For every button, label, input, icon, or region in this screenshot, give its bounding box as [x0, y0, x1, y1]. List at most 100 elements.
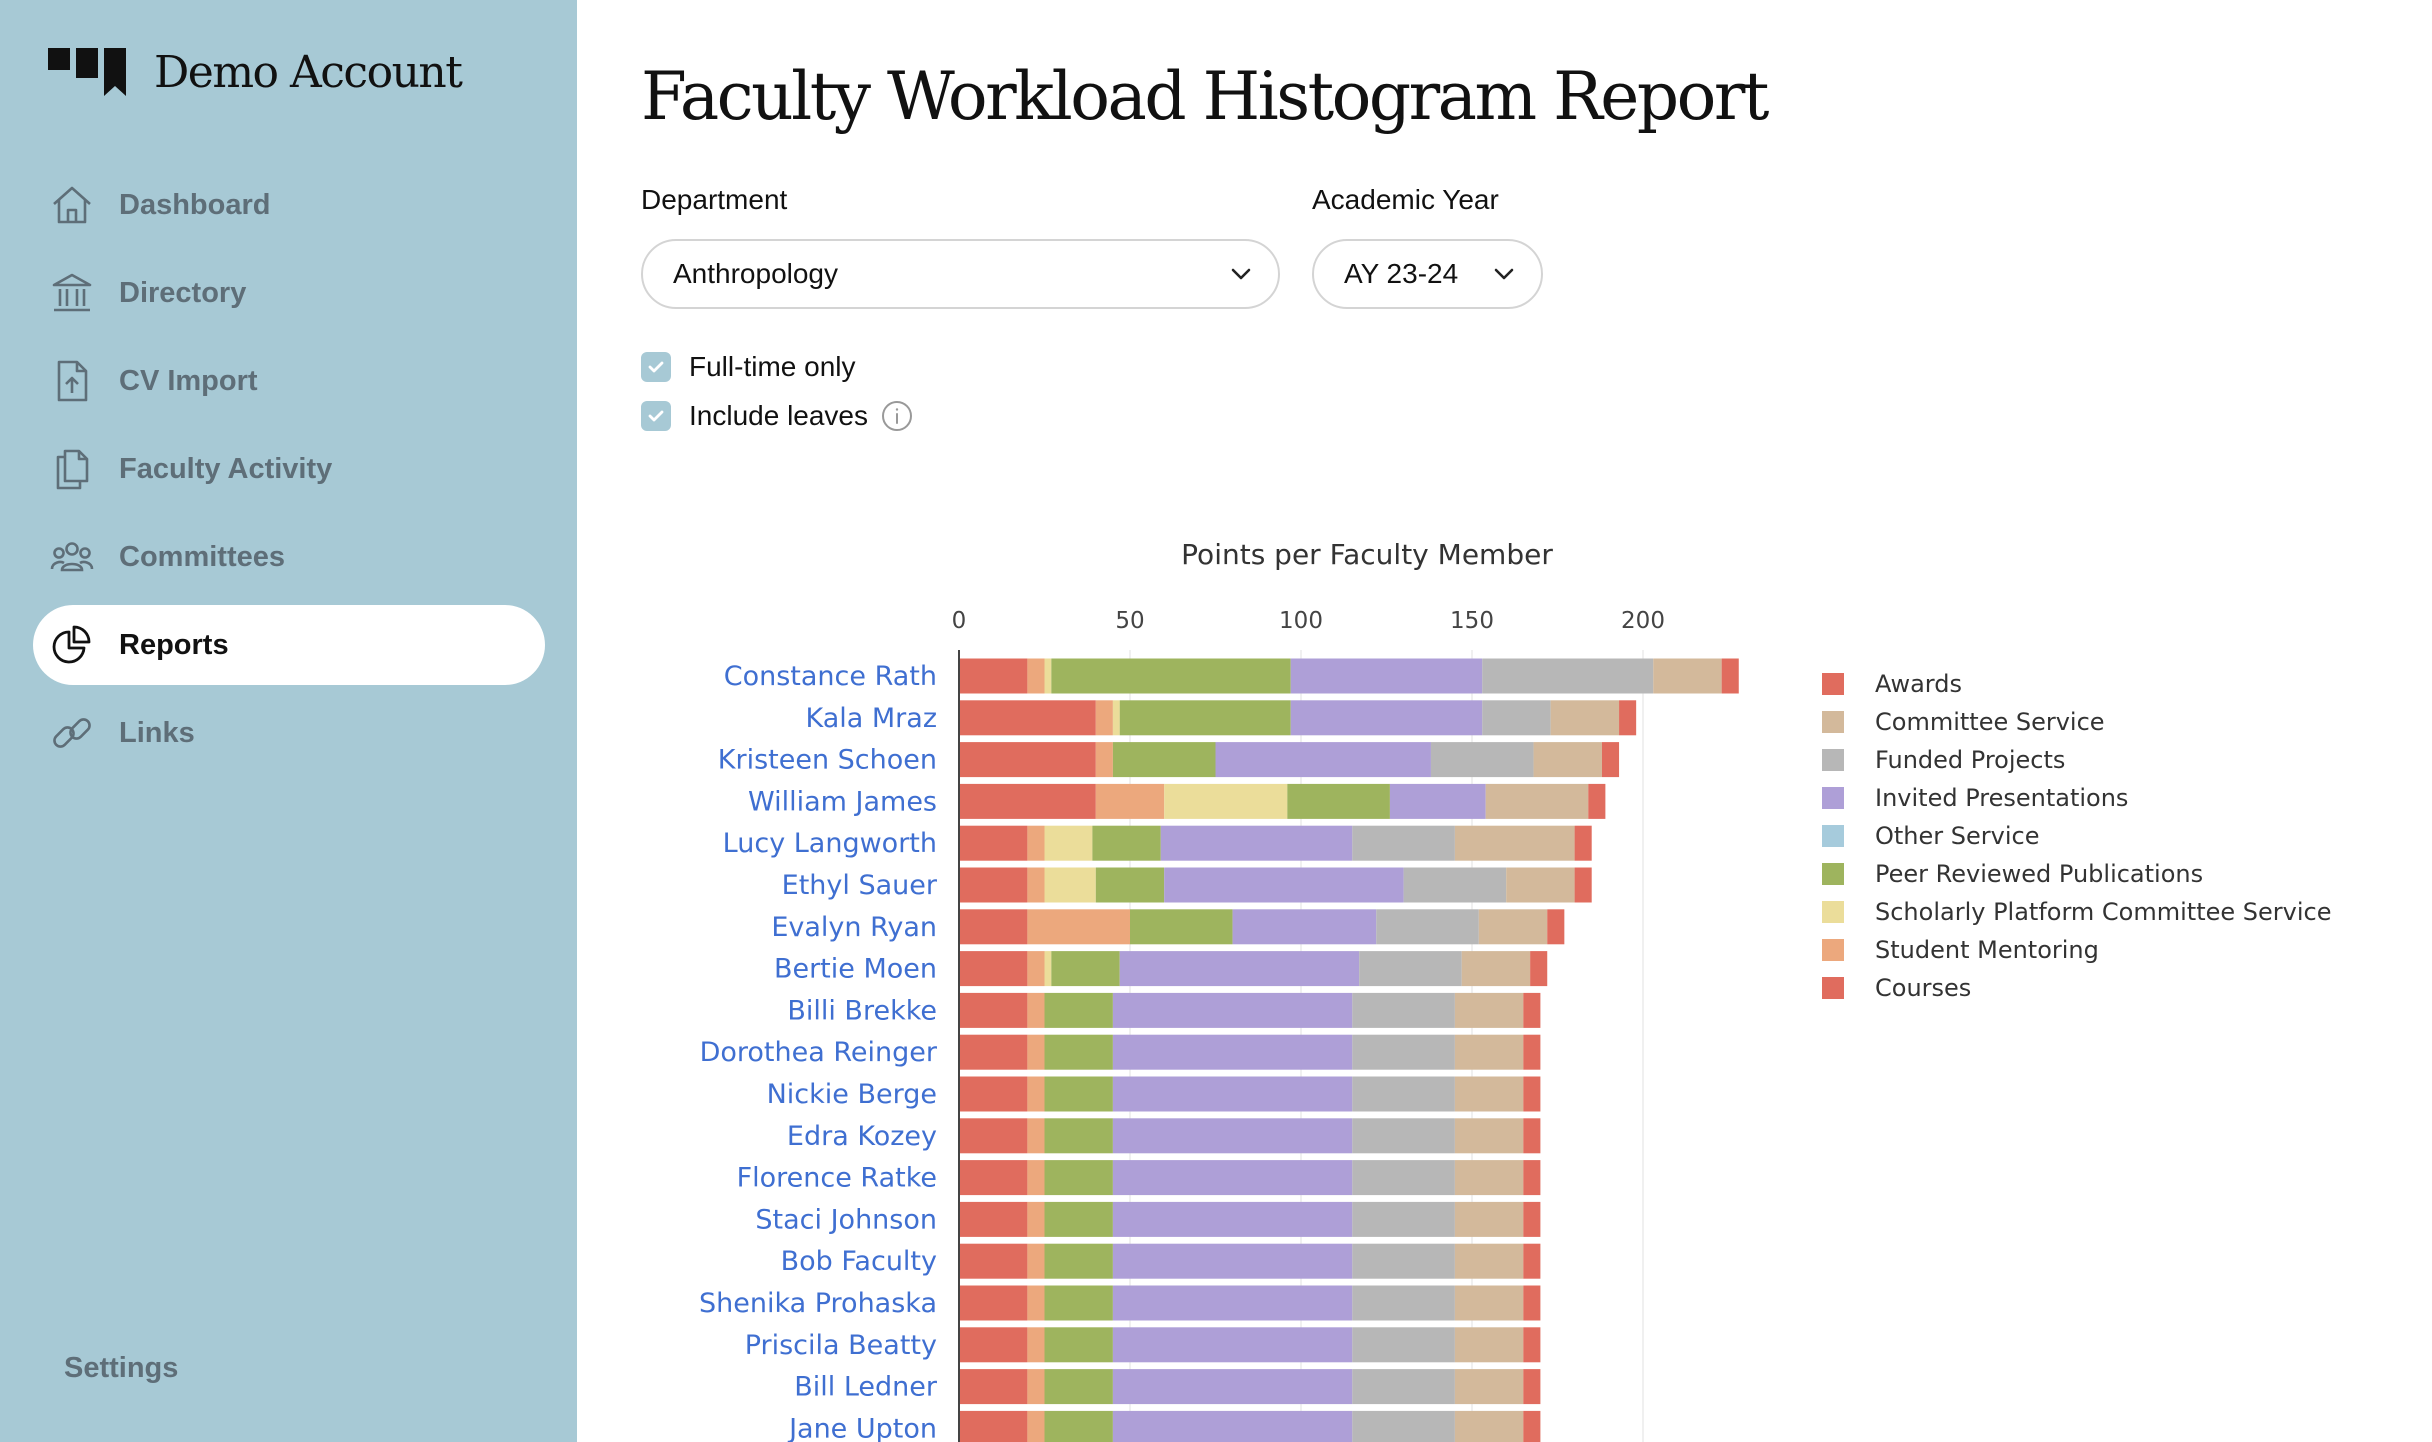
bar-segment: [1454, 1118, 1524, 1154]
sidebar-item-committees[interactable]: Committees: [33, 517, 545, 597]
faculty-name-label[interactable]: Bertie Moen: [774, 954, 937, 985]
bar-segment: [1044, 1076, 1113, 1112]
year-select-value: AY 23-24: [1344, 258, 1459, 289]
department-select[interactable]: Anthropology: [641, 239, 1280, 309]
bar-segment: [1044, 825, 1093, 861]
sidebar-item-faculty-activity[interactable]: Faculty Activity: [33, 429, 545, 509]
sidebar-item-directory[interactable]: Directory: [33, 253, 545, 333]
bar-segment: [1095, 783, 1165, 819]
faculty-name-label[interactable]: Kristeen Schoen: [718, 745, 937, 776]
bar-segment: [1352, 1160, 1455, 1196]
legend-entry: Student Mentoring: [1875, 936, 2099, 964]
sidebar-item-label: Directory: [119, 276, 247, 309]
fulltime-checkbox[interactable]: [641, 352, 671, 382]
legend-entry: Peer Reviewed Publications: [1875, 860, 2203, 888]
faculty-name-label[interactable]: Billi Brekke: [787, 995, 937, 1026]
sidebar-item-links[interactable]: Links: [33, 693, 545, 773]
bar-segment: [1533, 742, 1602, 778]
bar-segment: [1095, 867, 1165, 903]
brand[interactable]: Demo Account: [48, 44, 463, 100]
bar-segment: [959, 1201, 1028, 1237]
bar-segment: [1454, 1327, 1524, 1363]
faculty-name-label[interactable]: Kala Mraz: [805, 703, 937, 734]
legend-swatch: [1822, 673, 1844, 695]
bar-segment: [1112, 992, 1353, 1028]
bar-segment: [959, 992, 1028, 1028]
bar-segment: [1164, 783, 1288, 819]
bar-segment: [1403, 867, 1507, 903]
faculty-name-label[interactable]: William James: [748, 786, 937, 817]
bar-segment: [1550, 700, 1620, 736]
department-select-value: Anthropology: [673, 258, 839, 289]
bar-segment: [1523, 1327, 1541, 1363]
bar-segment: [1547, 909, 1565, 945]
bar-segment: [1095, 700, 1113, 736]
faculty-name-label[interactable]: Jane Upton: [787, 1413, 937, 1442]
brand-logo-icon: [48, 48, 126, 96]
bar-segment: [1352, 1201, 1455, 1237]
bar-segment: [1027, 1160, 1045, 1196]
bar-segment: [1290, 700, 1483, 736]
bar-segment: [1027, 1285, 1045, 1321]
bar-segment: [1027, 1327, 1045, 1363]
sidebar-item-label: Dashboard: [119, 188, 271, 221]
bar-segment: [1095, 742, 1113, 778]
bar-segment: [1454, 1285, 1524, 1321]
year-label: Academic Year: [1312, 184, 1499, 215]
bar-segment: [1051, 658, 1291, 694]
leaves-checkbox[interactable]: [641, 401, 671, 431]
bar-segment: [1027, 867, 1045, 903]
bar-segment: [1478, 909, 1548, 945]
bar-segment: [1352, 825, 1455, 861]
bar-segment: [1454, 1076, 1524, 1112]
sidebar-item-dashboard[interactable]: Dashboard: [33, 165, 545, 245]
faculty-name-label[interactable]: Evalyn Ryan: [771, 912, 937, 943]
settings-link[interactable]: Settings: [64, 1352, 179, 1384]
faculty-name-label[interactable]: Constance Rath: [724, 661, 937, 692]
legend-swatch: [1822, 863, 1844, 885]
sidebar-item-label: Committees: [119, 540, 285, 573]
faculty-name-label[interactable]: Bob Faculty: [781, 1246, 937, 1277]
faculty-name-label[interactable]: Staci Johnson: [755, 1204, 937, 1235]
bar-segment: [1430, 742, 1534, 778]
bar-segment: [1027, 909, 1130, 945]
leaves-label[interactable]: Include leaves: [689, 400, 869, 431]
legend-entry: Funded Projects: [1875, 746, 2065, 774]
sidebar-item-cv-import[interactable]: CV Import: [33, 341, 545, 421]
faculty-name-label[interactable]: Priscila Beatty: [745, 1330, 937, 1361]
faculty-name-label[interactable]: Shenika Prohaska: [699, 1288, 937, 1319]
bar-segment: [1454, 825, 1575, 861]
faculty-name-label[interactable]: Florence Ratke: [737, 1163, 937, 1194]
bar-segment: [1112, 1201, 1353, 1237]
chevron-down-icon: [1494, 268, 1514, 280]
faculty-name-label[interactable]: Nickie Berge: [767, 1079, 937, 1110]
faculty-name-label[interactable]: Ethyl Sauer: [782, 870, 938, 901]
bar-segment: [959, 742, 1096, 778]
bar-segment: [959, 783, 1096, 819]
bar-segment: [1287, 783, 1390, 819]
info-icon[interactable]: [880, 399, 914, 433]
bar-segment: [1352, 1369, 1455, 1405]
checkmark-icon: [648, 361, 664, 373]
faculty-name-label[interactable]: Lucy Langworth: [723, 828, 937, 859]
bar-segment: [959, 658, 1028, 694]
bar-segment: [959, 1410, 1028, 1442]
sidebar-item-reports[interactable]: Reports: [33, 605, 545, 685]
bar-segment: [1523, 1243, 1541, 1279]
bar-segment: [1352, 1076, 1455, 1112]
fulltime-label[interactable]: Full-time only: [689, 351, 856, 382]
people-icon: [50, 542, 94, 572]
bar-segment: [1119, 951, 1360, 987]
sidebar: Demo Account Dashboard Directory CV Impo…: [0, 0, 577, 1442]
faculty-name-label[interactable]: Dorothea Reinger: [700, 1037, 938, 1068]
bar-segment: [1092, 825, 1161, 861]
bar-segment: [959, 1118, 1028, 1154]
year-select[interactable]: AY 23-24: [1312, 239, 1543, 309]
bar-segment: [1027, 825, 1045, 861]
x-tick-label: 200: [1621, 608, 1665, 634]
faculty-name-label[interactable]: Edra Kozey: [787, 1121, 937, 1152]
bar-segment: [959, 1369, 1028, 1405]
bar-segment: [1574, 825, 1592, 861]
bar-segment: [1027, 992, 1045, 1028]
faculty-name-label[interactable]: Bill Ledner: [794, 1372, 938, 1403]
